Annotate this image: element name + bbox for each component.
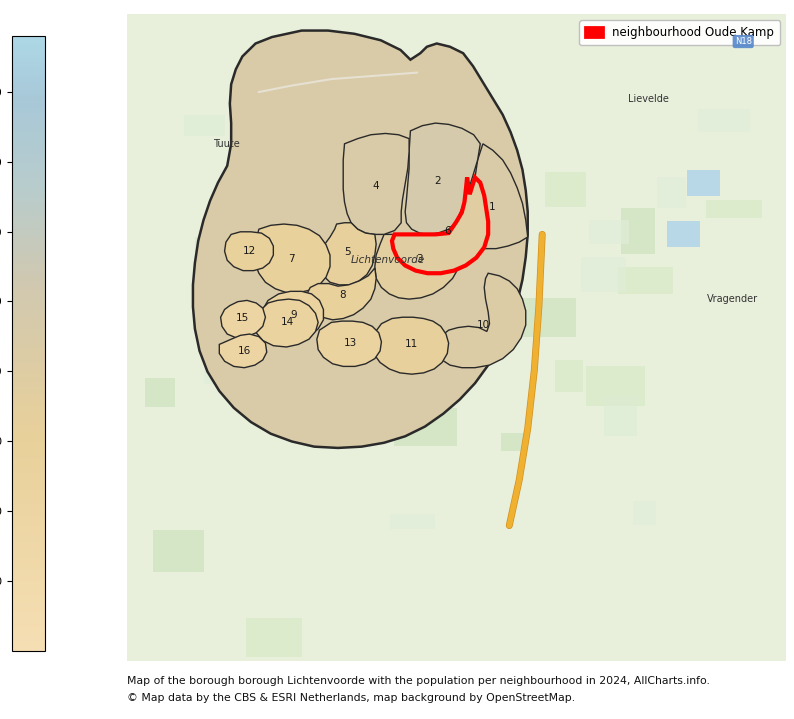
Bar (390, 513, 435, 529)
Text: Lichtenvoorde: Lichtenvoorde (351, 255, 426, 265)
Bar (618, 267, 673, 293)
Text: 10: 10 (477, 320, 490, 330)
Bar (320, 426, 362, 446)
Bar (621, 209, 655, 254)
Text: 13: 13 (343, 338, 357, 348)
Text: 8: 8 (339, 290, 346, 300)
Polygon shape (668, 221, 700, 247)
Bar (545, 172, 586, 207)
Bar (501, 434, 525, 451)
Text: Vragender: Vragender (707, 294, 758, 304)
Bar (657, 177, 685, 209)
Polygon shape (405, 123, 480, 234)
Bar (698, 109, 750, 132)
Text: 12: 12 (243, 246, 256, 256)
Text: 2: 2 (434, 176, 441, 186)
Bar (153, 530, 204, 572)
Polygon shape (193, 31, 528, 448)
Text: Lievelde: Lievelde (628, 93, 669, 104)
Polygon shape (438, 273, 526, 367)
Polygon shape (225, 232, 273, 270)
Bar (184, 115, 225, 136)
Bar (368, 173, 395, 188)
Text: 16: 16 (237, 346, 251, 356)
Polygon shape (317, 321, 381, 367)
Text: Map of the borough borough Lichtenvoorde with the population per neighbourhood i: Map of the borough borough Lichtenvoorde… (127, 676, 710, 686)
Text: 5: 5 (344, 247, 351, 257)
Bar (245, 618, 302, 657)
Bar (580, 257, 626, 292)
Polygon shape (221, 301, 265, 338)
Text: 11: 11 (405, 339, 418, 349)
Bar (604, 396, 638, 436)
Bar (519, 298, 576, 337)
Bar (633, 501, 656, 526)
Text: 4: 4 (372, 181, 379, 191)
Text: Tuute: Tuute (213, 139, 240, 149)
Polygon shape (343, 134, 409, 234)
Text: 6: 6 (445, 226, 451, 236)
Bar (218, 228, 258, 256)
Text: 3: 3 (416, 254, 422, 264)
Polygon shape (255, 224, 330, 293)
Legend: neighbourhood Oude Kamp: neighbourhood Oude Kamp (580, 20, 781, 45)
Text: 1: 1 (488, 202, 495, 212)
Bar (586, 366, 646, 406)
Text: 9: 9 (291, 310, 297, 320)
Text: © Map data by the CBS & ESRI Netherlands, map background by OpenStreetMap.: © Map data by the CBS & ESRI Netherlands… (127, 693, 575, 703)
Text: 15: 15 (236, 313, 249, 324)
Text: 7: 7 (288, 254, 295, 264)
Bar (394, 408, 457, 446)
Polygon shape (687, 170, 720, 196)
Bar (706, 201, 761, 218)
Polygon shape (306, 268, 376, 320)
Bar (204, 346, 234, 385)
Bar (589, 221, 630, 244)
Polygon shape (219, 334, 267, 367)
Bar (195, 237, 237, 273)
Polygon shape (263, 291, 323, 339)
Polygon shape (255, 299, 318, 347)
Text: 14: 14 (280, 318, 294, 327)
Bar (145, 378, 175, 407)
Text: N18: N18 (734, 37, 752, 46)
Polygon shape (460, 144, 528, 249)
Polygon shape (372, 317, 449, 374)
Polygon shape (392, 178, 488, 273)
Polygon shape (375, 212, 464, 299)
Polygon shape (319, 223, 376, 285)
Bar (556, 360, 583, 393)
